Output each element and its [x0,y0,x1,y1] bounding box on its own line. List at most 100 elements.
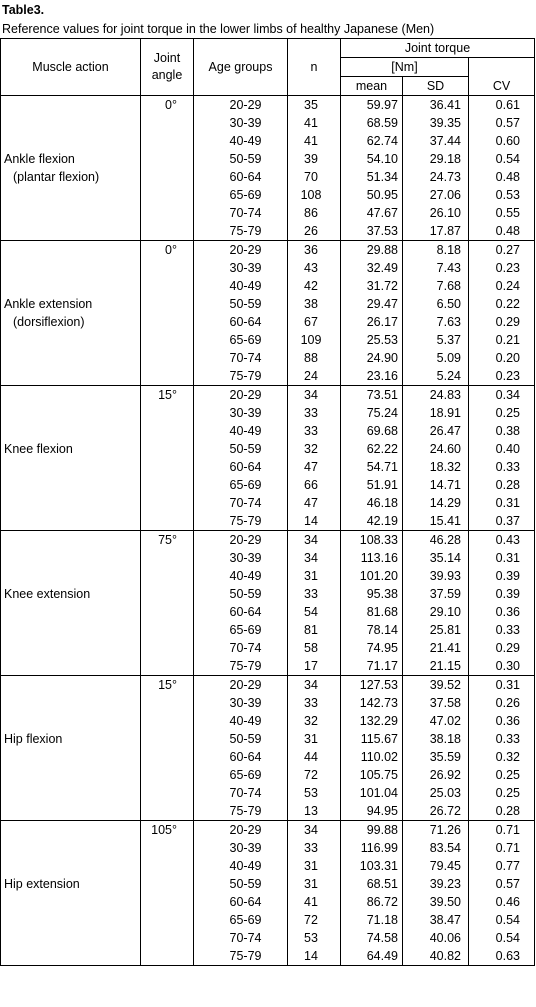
age-group-cell: 70-74 [193,349,288,367]
table-row: 70-74 88 24.90 5.09 0.20 [0,349,535,367]
table-row: 30-39 33 142.73 37.58 0.26 [0,694,535,712]
cv-cell: 0.57 [468,114,535,132]
sd-cell: 5.24 [402,367,469,386]
header-sd: SD [402,76,469,96]
cv-cell: 0.36 [468,712,535,730]
muscle-action-name: Ankle extension [0,295,141,313]
n-cell: 35 [287,95,341,114]
n-cell: 34 [287,675,341,694]
age-group-cell: 20-29 [193,240,288,259]
cv-cell: 0.26 [468,694,535,712]
joint-angle-empty-cell [140,947,194,966]
n-cell: 33 [287,839,341,857]
header-joint-angle-line1: Joint [153,51,181,65]
cv-cell: 0.30 [468,657,535,676]
n-cell: 38 [287,295,341,313]
cv-cell: 0.34 [468,385,535,404]
muscle-action-cell [0,820,141,839]
cv-cell: 0.53 [468,186,535,204]
cv-cell: 0.63 [468,947,535,966]
muscle-action-cell [0,784,141,802]
age-group-cell: 20-29 [193,820,288,839]
joint-angle-empty-cell [140,422,194,440]
table-row: 30-39 41 68.59 39.35 0.57 [0,114,535,132]
muscle-action-cell [0,657,141,676]
cv-cell: 0.33 [468,621,535,639]
n-cell: 88 [287,349,341,367]
joint-angle-cell: 105° [140,820,194,839]
n-cell: 14 [287,512,341,531]
muscle-action-cell [0,494,141,512]
joint-angle-cell: 15° [140,675,194,694]
n-cell: 81 [287,621,341,639]
joint-angle-empty-cell [140,730,194,748]
sd-cell: 35.59 [402,748,469,766]
age-group-cell: 75-79 [193,222,288,241]
header-age-groups: Age groups [193,38,288,96]
mean-cell: 99.88 [340,820,403,839]
muscle-action-cell [0,512,141,531]
table-row: 60-64 47 54.71 18.32 0.33 [0,458,535,476]
table-row: 30-39 43 32.49 7.43 0.23 [0,259,535,277]
table-row: (plantar flexion) 60-64 70 51.34 24.73 0.48 [0,168,535,186]
sd-cell: 17.87 [402,222,469,241]
sd-cell: 7.63 [402,313,469,331]
sd-cell: 47.02 [402,712,469,730]
n-cell: 41 [287,132,341,150]
joint-angle-empty-cell [140,440,194,458]
age-group-cell: 20-29 [193,675,288,694]
table-row: 40-49 31 103.31 79.45 0.77 [0,857,535,875]
n-cell: 31 [287,730,341,748]
cv-cell: 0.25 [468,784,535,802]
mean-cell: 103.31 [340,857,403,875]
n-cell: 41 [287,114,341,132]
muscle-action-cell [0,222,141,241]
table-title: Table3. [2,3,45,17]
cv-cell: 0.36 [468,603,535,621]
table-row: 40-49 42 31.72 7.68 0.24 [0,277,535,295]
mean-cell: 46.18 [340,494,403,512]
joint-angle-empty-cell [140,331,194,349]
mean-cell: 31.72 [340,277,403,295]
mean-cell: 101.20 [340,567,403,585]
mean-cell: 68.59 [340,114,403,132]
cv-cell: 0.77 [468,857,535,875]
mean-cell: 108.33 [340,530,403,549]
muscle-action-cell [0,95,141,114]
muscle-action-cell [0,240,141,259]
muscle-action-cell [0,639,141,657]
table-row: Hip flexion 50-59 31 115.67 38.18 0.33 [0,730,535,748]
joint-angle-empty-cell [140,132,194,150]
joint-angle-empty-cell [140,712,194,730]
cv-cell: 0.38 [468,422,535,440]
cv-cell: 0.23 [468,259,535,277]
sd-cell: 38.47 [402,911,469,929]
sd-cell: 37.59 [402,585,469,603]
joint-angle-empty-cell [140,349,194,367]
sd-cell: 35.14 [402,549,469,567]
age-group-cell: 60-64 [193,458,288,476]
table-row: 105° 20-29 34 99.88 71.26 0.71 [0,820,535,839]
age-group-cell: 70-74 [193,639,288,657]
age-group-cell: 75-79 [193,657,288,676]
sd-cell: 79.45 [402,857,469,875]
cv-cell: 0.28 [468,476,535,494]
sd-cell: 29.18 [402,150,469,168]
joint-angle-empty-cell [140,748,194,766]
n-cell: 86 [287,204,341,222]
n-cell: 31 [287,857,341,875]
age-group-cell: 60-64 [193,313,288,331]
n-cell: 33 [287,585,341,603]
n-cell: 34 [287,820,341,839]
age-group-cell: 65-69 [193,186,288,204]
age-group-cell: 60-64 [193,168,288,186]
cv-cell: 0.33 [468,730,535,748]
age-group-cell: 50-59 [193,585,288,603]
cv-cell: 0.25 [468,404,535,422]
muscle-action-cell [0,839,141,857]
age-group-cell: 50-59 [193,150,288,168]
joint-angle-empty-cell [140,621,194,639]
joint-angle-empty-cell [140,857,194,875]
age-group-cell: 50-59 [193,295,288,313]
n-cell: 43 [287,259,341,277]
